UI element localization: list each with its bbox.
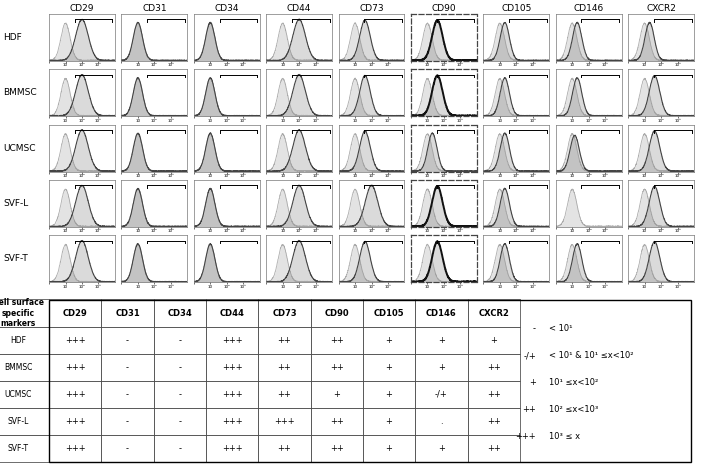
Text: HDF: HDF [4,33,22,42]
Title: CD73: CD73 [359,4,384,13]
Text: ++: ++ [522,405,536,414]
Text: SVF-L: SVF-L [4,199,29,208]
Text: 10¹ ≤x<10²: 10¹ ≤x<10² [549,378,598,387]
Text: +: + [529,378,536,387]
Title: CD29: CD29 [69,4,94,13]
Text: < 10¹ & 10¹ ≤x<10²: < 10¹ & 10¹ ≤x<10² [549,351,634,360]
Text: +++: +++ [515,432,536,441]
Text: SVF-T: SVF-T [4,255,28,263]
Title: CD105: CD105 [501,4,531,13]
Text: -/+: -/+ [523,351,536,360]
Text: -: - [533,324,536,333]
Text: 10² ≤x<10³: 10² ≤x<10³ [549,405,598,414]
Title: CD44: CD44 [287,4,311,13]
Text: < 10¹: < 10¹ [549,324,573,333]
Title: CD90: CD90 [432,4,456,13]
Text: BMMSC: BMMSC [4,88,37,97]
Title: CXCR2: CXCR2 [646,4,676,13]
Title: CD34: CD34 [215,4,239,13]
Title: CD146: CD146 [573,4,604,13]
Text: 10³ ≤ x: 10³ ≤ x [549,432,580,441]
Text: UCMSC: UCMSC [4,144,36,153]
Title: CD31: CD31 [142,4,167,13]
